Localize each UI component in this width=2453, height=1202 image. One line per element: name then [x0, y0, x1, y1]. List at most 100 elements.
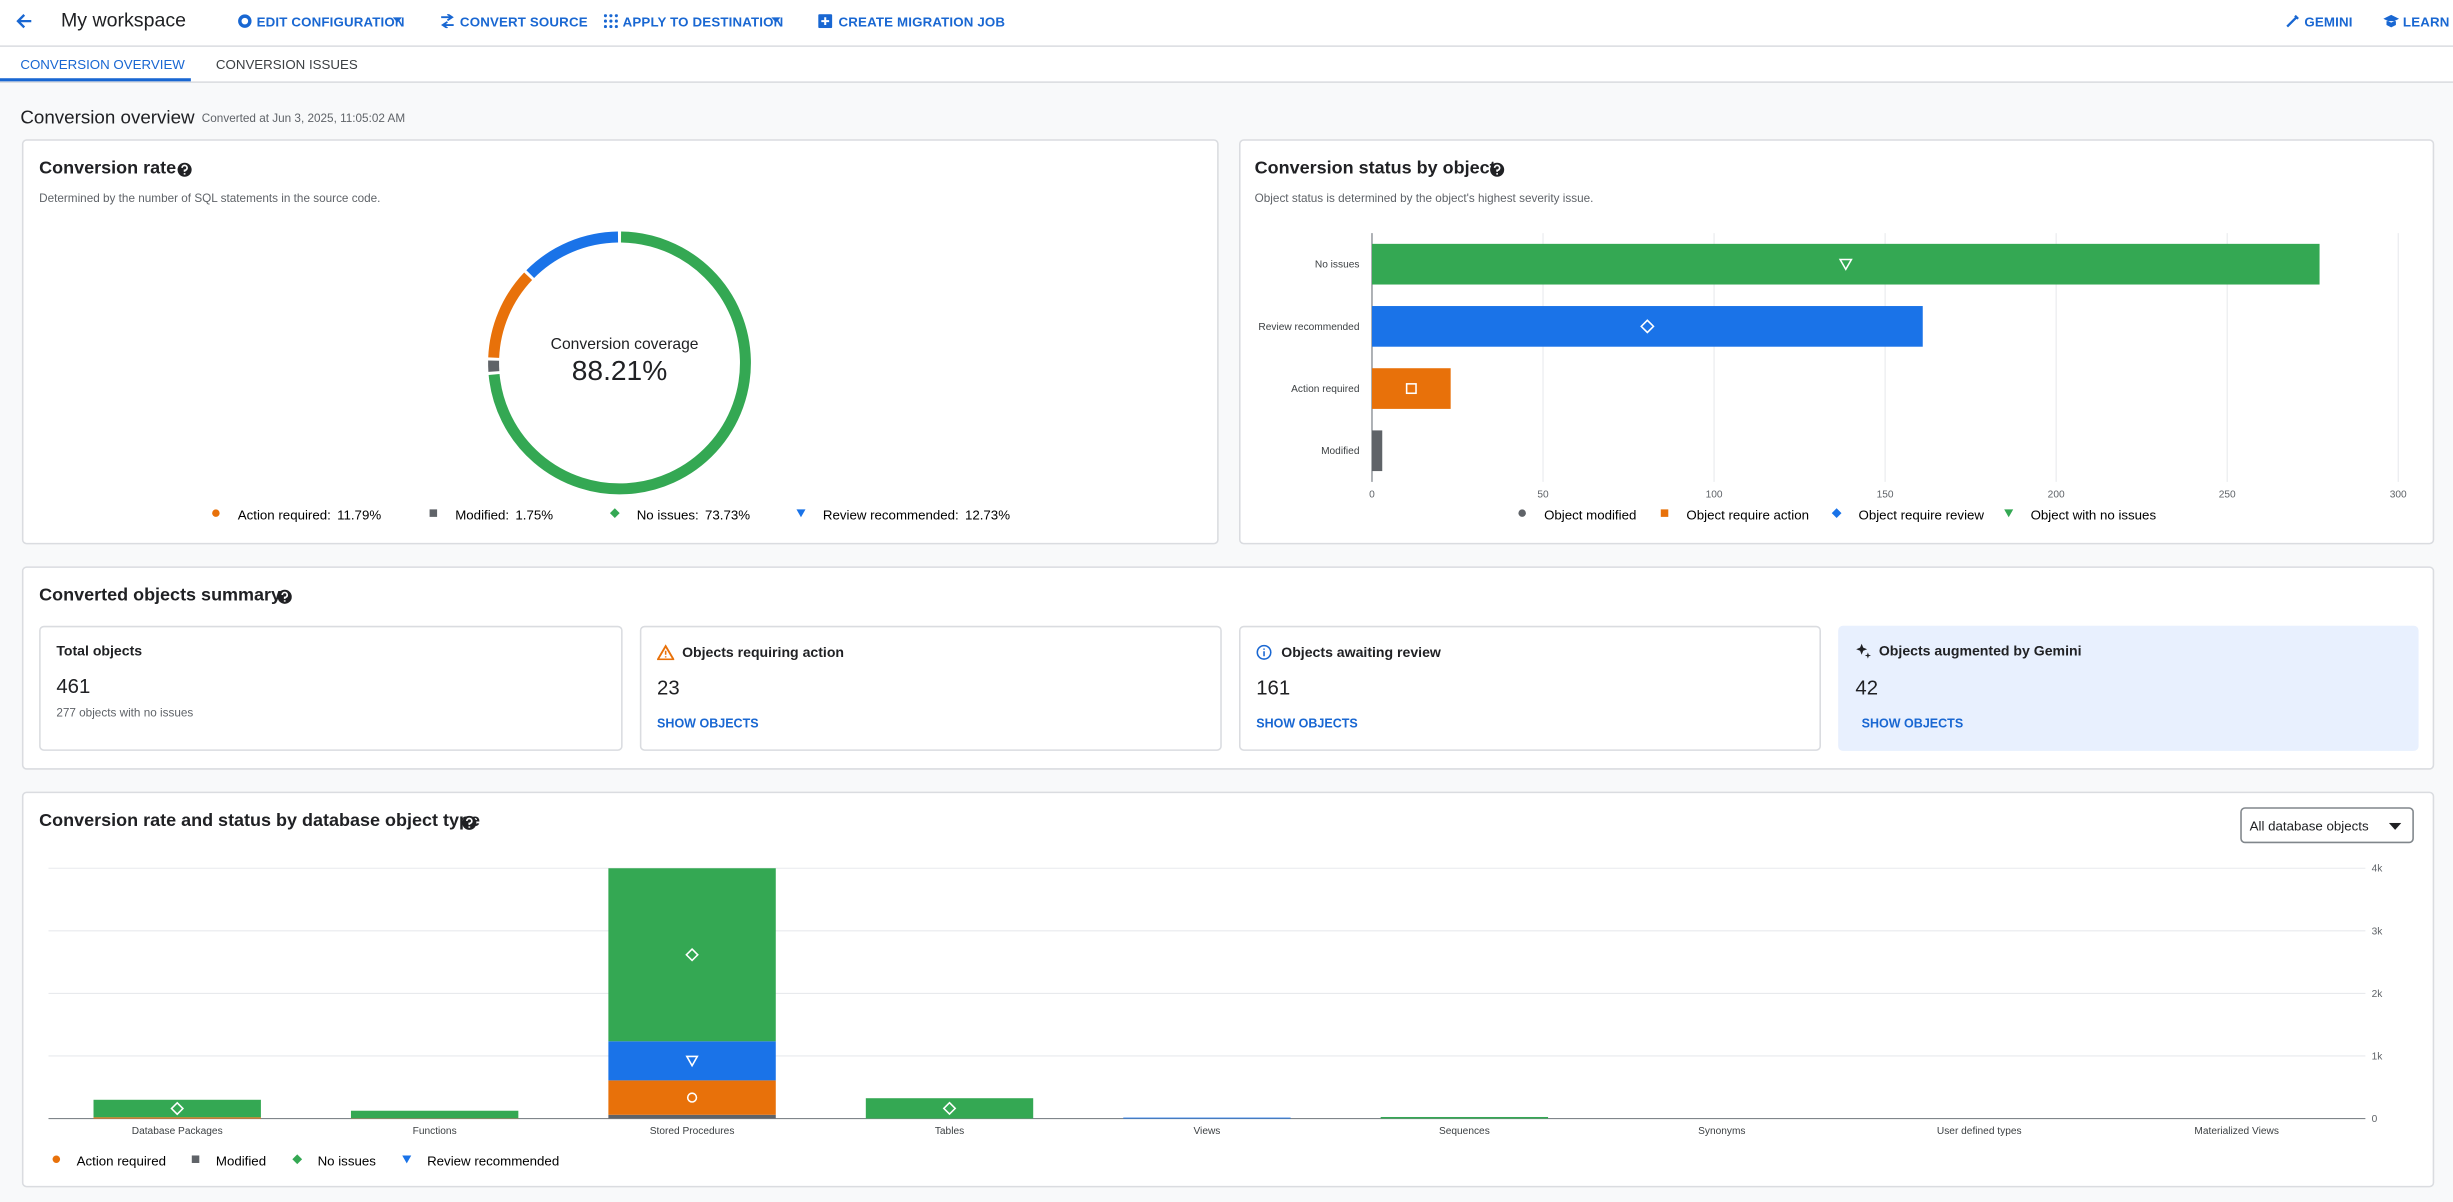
edit-configuration-button[interactable]: EDIT CONFIGURATION — [256, 14, 405, 30]
show-objects-link[interactable]: SHOW OBJECTS — [1256, 716, 1358, 731]
tab-active[interactable]: CONVERSION OVERVIEW — [20, 56, 185, 72]
bar-segment — [93, 1099, 261, 1118]
dropdown-icon — [392, 17, 403, 23]
convert-source-button[interactable]: CONVERT SOURCE — [459, 14, 588, 30]
legend-label: Action required — [77, 1153, 166, 1168]
legend-marker — [402, 1155, 412, 1164]
help-icon — [1490, 162, 1505, 177]
x-tick-label: Database Packages — [132, 1126, 223, 1137]
bar-segment — [1380, 1116, 1549, 1119]
legend-value: 1.75% — [515, 507, 553, 522]
bar-symbol — [942, 1101, 957, 1116]
x-tick-label: Materialized Views — [2194, 1126, 2278, 1137]
legend-label: Modified — [216, 1153, 266, 1168]
y-tick-label: 0 — [2372, 1114, 2378, 1125]
legend-marker — [796, 509, 806, 518]
y-tick-label: Review recommended — [1258, 322, 1359, 333]
legend-marker — [1660, 509, 1669, 517]
learn-icon — [2383, 14, 2400, 28]
y-tick-label: 4k — [2372, 864, 2384, 875]
x-tick-label: Functions — [413, 1126, 457, 1137]
sparkle-icon — [1856, 643, 1872, 659]
bar-segment — [608, 1041, 776, 1081]
x-tick-label: Stored Procedures — [650, 1126, 735, 1137]
legend-name: Modified: — [455, 507, 509, 522]
legend-name: Review recommended: — [823, 507, 959, 522]
object-type-card — [21, 791, 2435, 1188]
x-tick-label: 200 — [2048, 489, 2065, 500]
legend-label: Object require review — [1859, 507, 1985, 522]
tile-note: 277 objects with no issues — [56, 705, 194, 720]
warning-icon — [657, 644, 675, 661]
tile-value: 161 — [1256, 675, 1291, 700]
summary-tile — [1838, 625, 2419, 751]
top-bar — [0, 0, 2453, 47]
bar-symbol — [170, 1101, 185, 1116]
bar-segment — [865, 1098, 1034, 1119]
gemini-button[interactable]: GEMINI — [2304, 14, 2353, 30]
legend-marker — [212, 509, 220, 517]
x-tick-label: Synonyms — [1698, 1126, 1745, 1137]
summary-tile — [1239, 625, 1821, 751]
legend-label: Modified: 1.75% — [455, 507, 553, 522]
card-title: Conversion rate — [39, 159, 177, 179]
workspace-title: My workspace — [61, 9, 186, 32]
dropdown-icon — [2388, 822, 2402, 830]
card-subtitle: Object status is determined by the objec… — [1254, 190, 1594, 205]
tile-title: Total objects — [56, 642, 143, 659]
convert-icon — [441, 14, 454, 29]
bar-symbol — [685, 1055, 699, 1068]
legend-value: 12.73% — [965, 507, 1010, 522]
x-tick-label: 250 — [2219, 489, 2236, 500]
create-migration-job-button[interactable]: CREATE MIGRATION JOB — [838, 14, 1006, 30]
legend-marker — [429, 509, 438, 517]
dropdown-icon — [771, 17, 781, 23]
legend-value: 73.73% — [705, 507, 750, 522]
tab-bar — [0, 46, 2453, 83]
tile-title: Objects awaiting review — [1281, 644, 1441, 661]
donut-segment — [526, 231, 619, 279]
help-icon — [177, 162, 192, 177]
legend-label: Review recommended — [427, 1153, 559, 1168]
x-tick-label: 300 — [2390, 489, 2407, 500]
tile-value: 42 — [1855, 675, 1879, 700]
x-tick-label: 0 — [1369, 489, 1375, 500]
legend-label: Action required: 11.79% — [238, 507, 382, 522]
x-tick-label: Views — [1193, 1126, 1220, 1137]
x-tick-label: 150 — [1877, 489, 1894, 500]
object-type-select[interactable]: All database objects — [2240, 807, 2414, 844]
summary-tile — [39, 625, 623, 751]
x-tick-label: 50 — [1537, 489, 1549, 500]
y-tick-label: 2k — [2372, 989, 2384, 1000]
help-icon — [462, 815, 477, 830]
show-objects-link[interactable]: SHOW OBJECTS — [657, 716, 759, 731]
legend-marker — [2004, 509, 2014, 518]
legend-value: 11.79% — [337, 507, 381, 522]
help-icon — [277, 589, 292, 604]
legend-marker — [52, 1155, 61, 1163]
learn-button[interactable]: LEARN — [2402, 14, 2450, 30]
summary-tile — [639, 625, 1222, 751]
y-tick-label: Action required — [1291, 384, 1359, 395]
card-title: Converted objects summary — [39, 586, 282, 606]
bar-segment — [608, 1114, 776, 1119]
apply-to-destination-button[interactable]: APPLY TO DESTINATION — [622, 14, 784, 30]
converted-at: Converted at Jun 3, 2025, 11:05:02 AM — [201, 111, 406, 126]
back-button[interactable] — [14, 11, 34, 31]
x-tick-label: Tables — [935, 1126, 964, 1137]
bar-symbol — [1640, 319, 1655, 334]
donut-segment — [488, 272, 533, 358]
tile-title: Objects augmented by Gemini — [1878, 642, 2082, 659]
legend-label: Object with no issues — [2031, 507, 2157, 522]
show-objects-link[interactable]: SHOW OBJECTS — [1861, 716, 1964, 731]
apps-icon — [603, 14, 618, 29]
tab[interactable]: CONVERSION ISSUES — [215, 56, 358, 72]
bar-segment — [608, 868, 776, 1042]
gemini-icon — [2286, 14, 2299, 28]
legend-marker — [1831, 508, 1842, 519]
legend-marker — [191, 1155, 200, 1163]
legend-marker — [292, 1154, 303, 1165]
